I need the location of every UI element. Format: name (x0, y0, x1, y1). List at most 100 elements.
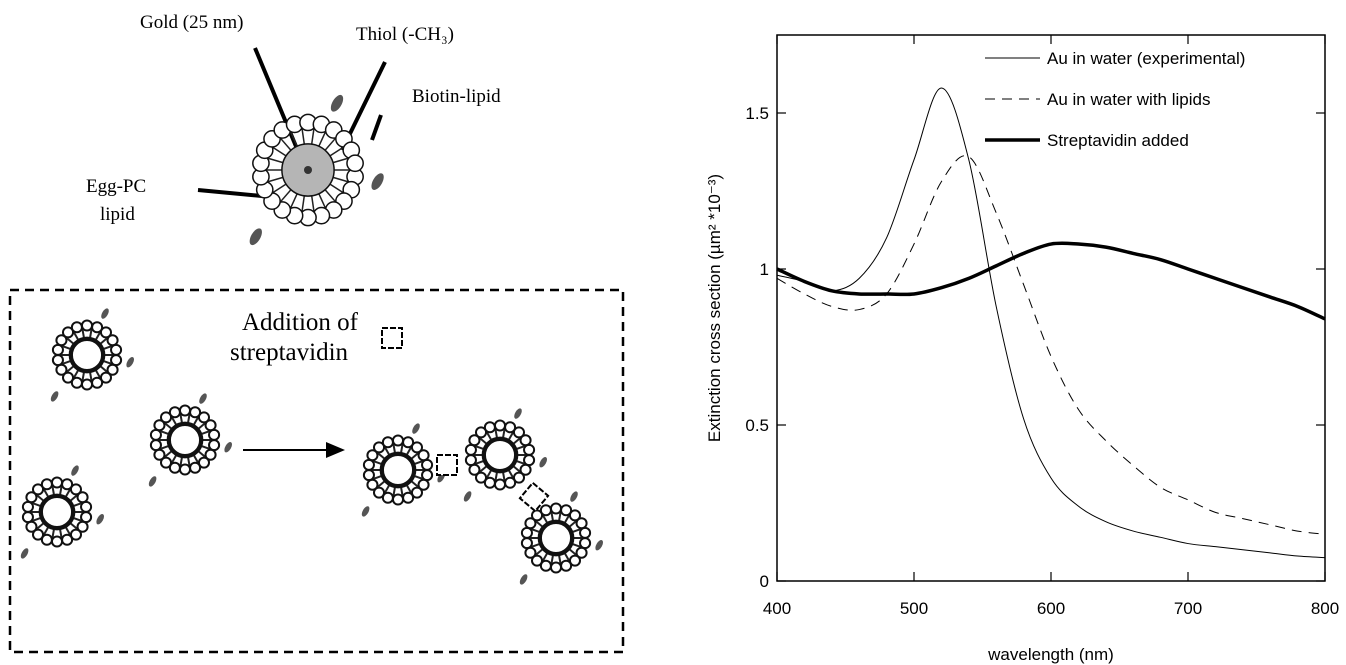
lipid-head (530, 554, 544, 567)
pointer (370, 114, 383, 141)
lipid-head (204, 419, 217, 432)
lipid-head (55, 363, 68, 376)
biotin (199, 393, 207, 404)
gold-core (68, 336, 106, 374)
core-center (304, 166, 312, 174)
lipid-head (512, 471, 526, 484)
series-line (776, 87, 1326, 559)
lipid-head (391, 434, 405, 447)
nanoparticle (148, 393, 233, 487)
pointer (197, 188, 263, 198)
y-tick-label: 1 (760, 260, 769, 279)
label: lipid (100, 204, 135, 225)
lipid-head (464, 454, 477, 467)
gold-core (166, 421, 204, 459)
lipid-head (21, 500, 34, 513)
lipid-tail (332, 176, 349, 183)
biotin (126, 357, 135, 368)
lipid-tail (301, 128, 306, 145)
series-line (776, 155, 1326, 535)
y-tick-label: 0.5 (745, 416, 769, 435)
lipid-head (76, 520, 89, 533)
lipid-head (520, 537, 533, 550)
lipid-head (575, 517, 588, 530)
x-axis-label: wavelength (nm) (987, 645, 1114, 664)
lipid-head (568, 554, 582, 567)
arrow-head (326, 442, 345, 458)
lipid-head (51, 343, 64, 356)
lipid-head (366, 478, 379, 491)
lipid-head (25, 491, 38, 504)
biotin (20, 548, 29, 559)
lipid-head (468, 434, 481, 447)
lipid-head (80, 511, 93, 524)
lipid-head (579, 526, 592, 539)
lipid-head (523, 443, 536, 456)
y-tick-label: 1.5 (745, 104, 769, 123)
lipid-head (70, 376, 83, 389)
lipid-head (149, 428, 162, 441)
lipid-tail (318, 193, 327, 209)
lipid-head (31, 483, 45, 496)
lipid-head (549, 502, 563, 515)
biotin (570, 491, 578, 502)
lipid-head (410, 486, 424, 499)
lipid-tail (280, 189, 292, 203)
lipid-head (197, 456, 211, 469)
lipid-head (362, 469, 375, 482)
lipid-head (51, 354, 64, 367)
lipid-tail (310, 128, 315, 145)
biotin (101, 308, 109, 319)
lipid-tail (310, 195, 315, 212)
lipid-head (493, 419, 507, 432)
lipid-head (76, 491, 89, 504)
lipid-head (80, 378, 94, 391)
lipid-tail (267, 157, 284, 164)
nanoparticle (519, 491, 604, 585)
lipid-head (50, 535, 64, 548)
lipid-head (560, 504, 573, 517)
lipid-head (381, 436, 394, 449)
lipid-head (99, 371, 113, 384)
biotin (71, 465, 79, 476)
series-line (776, 241, 1326, 321)
x-tick-label: 400 (763, 599, 791, 618)
biotin (539, 457, 548, 468)
biotin (595, 540, 604, 551)
biotin (224, 442, 233, 453)
lipid-head (159, 411, 173, 424)
lipid-head (208, 428, 221, 441)
lipid-tail (272, 146, 287, 157)
lipid-head (168, 461, 181, 474)
lipid-head (106, 363, 119, 376)
lipid-head (474, 471, 488, 484)
biotin (96, 514, 105, 525)
lipid-head (110, 354, 123, 367)
lipid-tail (318, 131, 327, 147)
lipid-head (168, 406, 181, 419)
lipid-head (421, 458, 434, 471)
nanoparticle (361, 423, 446, 517)
biotin (330, 94, 344, 112)
nanoparticle (20, 465, 105, 559)
lipid-head (560, 559, 573, 572)
label: Biotin-lipid (412, 86, 501, 107)
nanoparticle (50, 308, 135, 402)
lipid-head (91, 376, 104, 389)
lipid-head (25, 520, 38, 533)
biotin (412, 423, 420, 434)
biotin (371, 173, 384, 190)
lipid-head (178, 404, 192, 417)
lipid-head (575, 546, 588, 559)
lipid-head (520, 526, 533, 539)
lipid-head (417, 449, 430, 462)
y-tick-label: 0 (760, 572, 769, 591)
lipid-tail (324, 137, 336, 151)
lipid-head (80, 319, 94, 332)
lipid-head (523, 454, 536, 467)
lipid-head (519, 463, 532, 476)
lipid-head (40, 478, 53, 491)
lipid-head (512, 426, 526, 439)
lipid-head (539, 559, 552, 572)
lipid-head (524, 517, 537, 530)
